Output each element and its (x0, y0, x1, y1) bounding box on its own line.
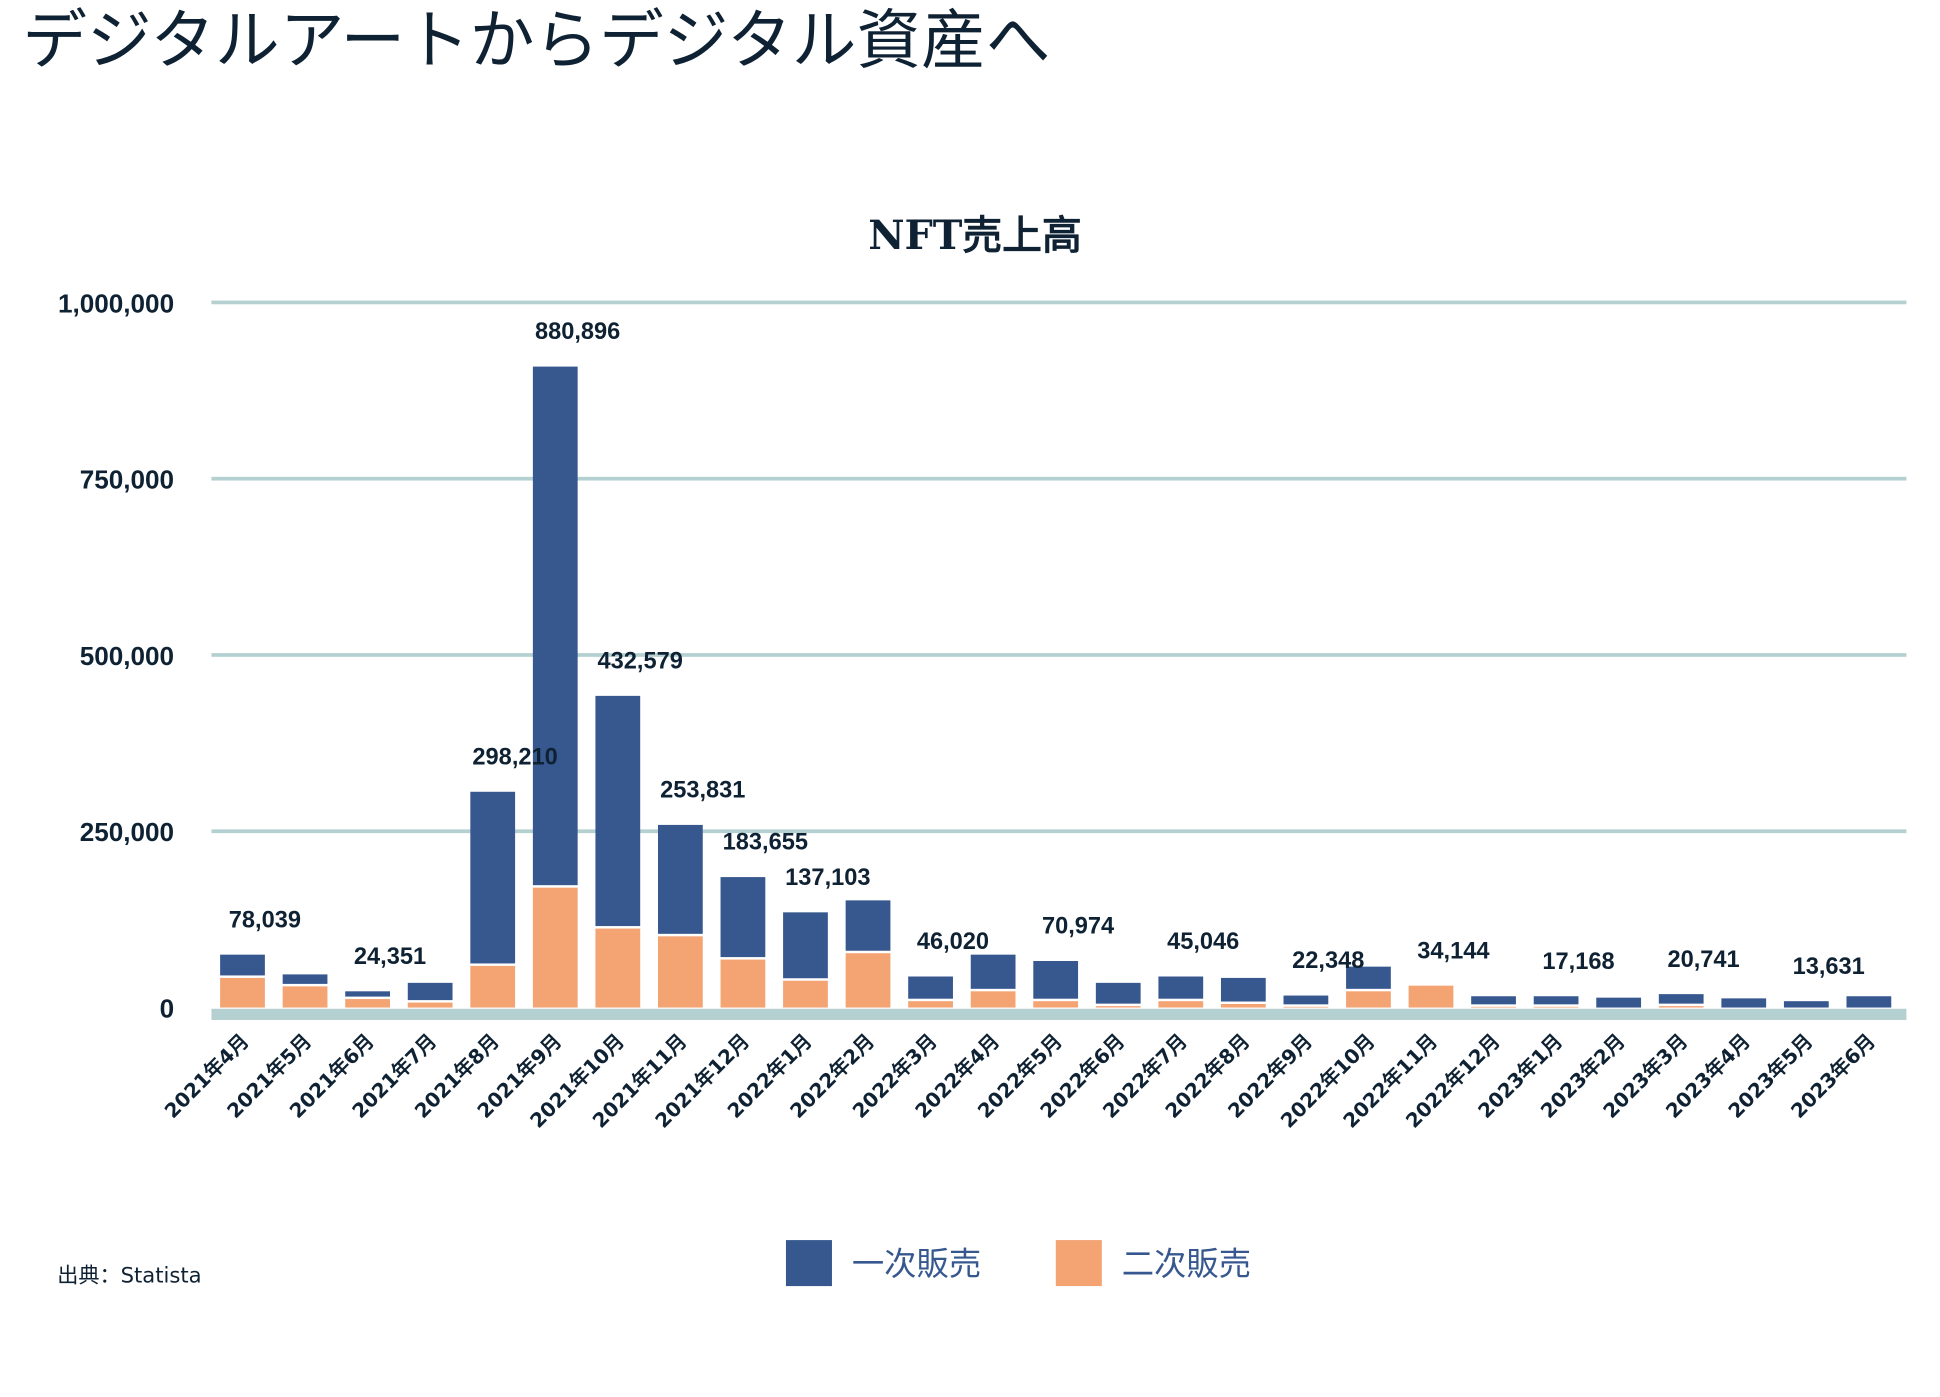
bar-secondary (345, 999, 390, 1008)
data-label: 45,046 (1167, 929, 1239, 955)
bar-primary (1721, 998, 1767, 1008)
data-label: 17,168 (1542, 949, 1614, 975)
bar-secondary (282, 986, 328, 1008)
bar-secondary (1346, 991, 1391, 1008)
bar-primary (220, 954, 265, 976)
bar-secondary (783, 980, 828, 1008)
data-label: 22,348 (1292, 948, 1364, 974)
legend-label-primary: 一次販売 (852, 1245, 981, 1283)
legend: 一次販売 二次販売 (785, 1240, 1251, 1287)
bar-primary (1596, 997, 1642, 1008)
bar-primary (720, 877, 766, 958)
data-label: 78,039 (229, 907, 301, 933)
data-label: 13,631 (1793, 954, 1865, 980)
bar-primary (595, 695, 641, 927)
gridline (211, 653, 1907, 657)
bar-primary (1533, 996, 1579, 1005)
gridline (211, 300, 1907, 305)
bar-secondary (1220, 1004, 1266, 1008)
data-label: 253,831 (660, 778, 745, 804)
x-axis-ticks: 2021年4月2021年5月2021年6月2021年7月2021年8月2021年… (160, 1030, 1880, 1133)
bar-secondary (845, 953, 891, 1008)
bar-primary (1220, 977, 1266, 1002)
legend-swatch-primary (785, 1240, 832, 1287)
bar-primary (908, 976, 953, 999)
data-label: 880,896 (535, 319, 620, 345)
data-label: 298,210 (472, 744, 557, 770)
bar-secondary (1158, 1001, 1204, 1008)
bar-primary (970, 954, 1016, 989)
data-label: 20,741 (1667, 947, 1739, 973)
bar-secondary (220, 977, 265, 1008)
data-label: 183,655 (723, 830, 808, 856)
data-label: 34,144 (1417, 938, 1489, 964)
bar-secondary (657, 936, 703, 1008)
bar-primary (1283, 995, 1329, 1005)
chart-title: NFT売上高 (868, 213, 1082, 259)
data-label: 432,579 (598, 649, 683, 675)
bar-secondary (470, 965, 516, 1008)
bar-primary (532, 366, 578, 886)
page-title: デジタルアートからデジタル資産へ (22, 3, 1050, 78)
bar-primary (657, 824, 703, 934)
bar-primary (1846, 996, 1892, 1008)
x-axis-baseline (211, 1008, 1907, 1020)
data-labels: 78,039 24,351 298,210 880,896 432,579 253,831… (229, 319, 1865, 980)
bar-secondary (970, 991, 1016, 1008)
bar-primary (1158, 976, 1204, 999)
gridline (211, 829, 1907, 834)
source-note: 出典：Statista (57, 1262, 201, 1287)
bar-primary (1095, 982, 1141, 1004)
data-label: 137,103 (785, 865, 870, 891)
bar-primary (845, 900, 891, 951)
bar-secondary (1033, 1001, 1079, 1008)
data-label: 70,974 (1042, 914, 1114, 940)
y-axis-ticks: 0 250,000 500,000 750,000 1,000,000 (58, 288, 174, 1023)
gridlines (211, 300, 1907, 834)
bar-secondary (720, 959, 766, 1008)
y-tick-label: 1,000,000 (58, 288, 174, 318)
bar-primary (1471, 996, 1516, 1005)
bar-secondary (595, 928, 641, 1008)
bar-secondary (1658, 1006, 1704, 1008)
bar-secondary (1095, 1006, 1141, 1008)
bar-primary (1033, 960, 1079, 999)
legend-label-secondary: 二次販売 (1122, 1245, 1251, 1283)
bar-primary (470, 791, 516, 964)
bar-secondary (908, 1001, 953, 1008)
gridline (211, 476, 1907, 481)
bar-primary (1783, 1001, 1829, 1008)
bar-secondary (1533, 1006, 1579, 1008)
y-tick-label: 750,000 (80, 465, 174, 495)
bar-primary (282, 974, 328, 984)
legend-swatch-secondary (1055, 1240, 1102, 1287)
bar-secondary (1283, 1006, 1329, 1008)
bar-primary (345, 991, 390, 997)
bar-primary (407, 982, 453, 1001)
data-label: 24,351 (354, 944, 426, 970)
bars (220, 366, 1892, 1008)
y-tick-label: 0 (160, 993, 175, 1023)
bar-primary (1658, 994, 1704, 1004)
bar-secondary (1471, 1006, 1516, 1008)
y-tick-label: 500,000 (80, 641, 174, 671)
bar-secondary (407, 1002, 453, 1008)
bar-secondary (1408, 985, 1454, 1008)
data-label: 46,020 (917, 929, 989, 955)
bar-primary (1346, 966, 1391, 989)
bar-secondary (532, 887, 578, 1008)
y-tick-label: 250,000 (80, 817, 174, 847)
bar-primary (783, 912, 828, 979)
